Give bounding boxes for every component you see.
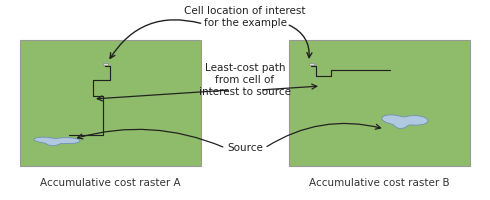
FancyArrowPatch shape: [263, 84, 317, 90]
Polygon shape: [34, 137, 80, 146]
FancyArrowPatch shape: [77, 129, 223, 147]
Text: Source: Source: [227, 143, 263, 153]
Text: Least-cost path
from cell of
interest to source: Least-cost path from cell of interest to…: [199, 63, 291, 97]
Text: Cell location of interest
for the example: Cell location of interest for the exampl…: [184, 6, 306, 28]
Polygon shape: [382, 115, 428, 128]
FancyArrowPatch shape: [289, 25, 312, 58]
Bar: [20, 40, 201, 166]
Text: Accumulative cost raster B: Accumulative cost raster B: [310, 178, 450, 188]
FancyArrowPatch shape: [110, 20, 201, 58]
Bar: [309, 63, 314, 65]
Bar: [103, 63, 108, 65]
Bar: [289, 40, 470, 166]
FancyArrowPatch shape: [97, 90, 227, 101]
FancyArrowPatch shape: [267, 123, 381, 147]
Text: Accumulative cost raster A: Accumulative cost raster A: [40, 178, 180, 188]
